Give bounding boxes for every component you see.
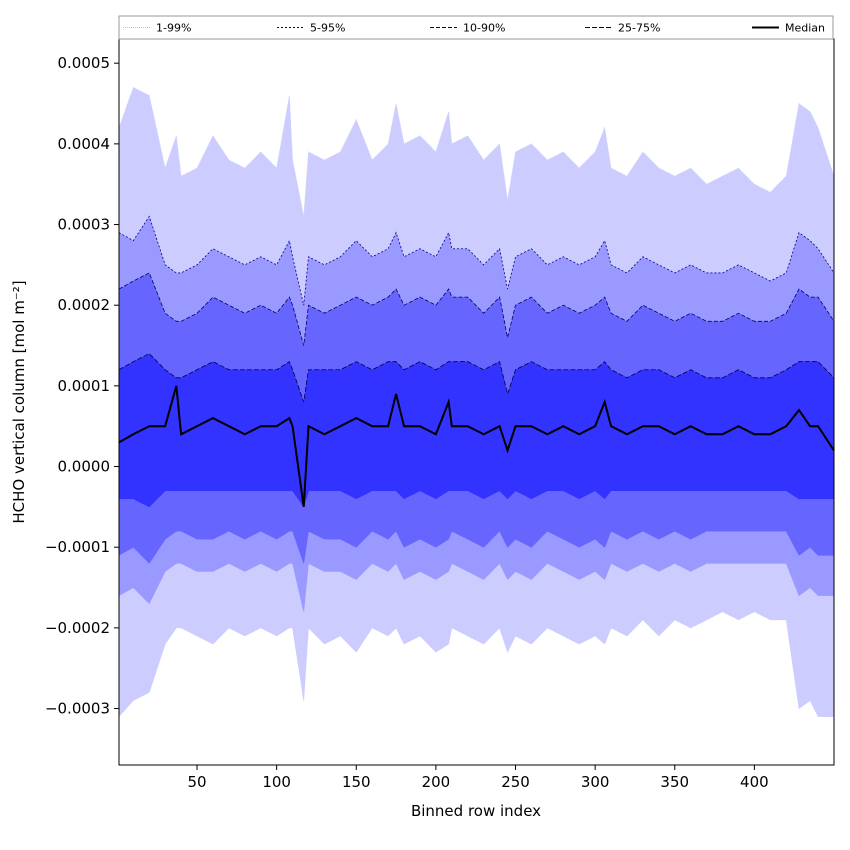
band-upper-line-10-90pct bbox=[118, 272, 835, 346]
x-tick-label: 100 bbox=[262, 773, 291, 791]
legend-label: 25-75% bbox=[618, 22, 660, 35]
percentile-bands bbox=[118, 86, 835, 717]
band-lower-line-1-99pct bbox=[118, 611, 834, 717]
band-lower-line-10-90pct bbox=[118, 530, 834, 564]
y-tick-label: 0.0003 bbox=[58, 216, 111, 234]
y-axis-label: HCHO vertical column [mol m⁻²] bbox=[10, 280, 28, 523]
y-tick-label: 0.0002 bbox=[58, 296, 111, 314]
y-tick-label: 0.0000 bbox=[58, 458, 111, 476]
legend: 1-99% 5-95% 10-90% 25-75% Median bbox=[118, 15, 834, 40]
y-tick-label: 0.0005 bbox=[58, 54, 111, 72]
x-tick-label: 50 bbox=[187, 773, 206, 791]
x-axis-ticks: 50 100 150 200 250 300 350 400 bbox=[187, 765, 769, 791]
band-upper-line-1-99pct bbox=[118, 86, 835, 217]
legend-label: 5-95% bbox=[310, 22, 345, 35]
band-upper-line-5-95pct bbox=[118, 215, 835, 306]
band-lower-line-5-95pct bbox=[118, 562, 834, 612]
x-tick-label: 350 bbox=[660, 773, 689, 791]
y-tick-label: −0.0002 bbox=[45, 619, 110, 637]
median-line bbox=[118, 385, 835, 508]
y-tick-label: 0.0001 bbox=[58, 377, 111, 395]
x-tick-label: 300 bbox=[581, 773, 610, 791]
legend-label: 10-90% bbox=[463, 22, 505, 35]
legend-label: Median bbox=[785, 22, 825, 35]
median-layer bbox=[118, 385, 835, 508]
y-axis-ticks: −0.0003 −0.0002 −0.0001 0.0000 0.0001 0.0002 0… bbox=[45, 54, 119, 718]
x-tick-label: 200 bbox=[422, 773, 451, 791]
x-tick-label: 250 bbox=[501, 773, 530, 791]
band-upper-line-25-75pct bbox=[118, 353, 835, 403]
band-lower-line-25-75pct bbox=[119, 490, 834, 508]
y-tick-label: 0.0004 bbox=[58, 135, 111, 153]
x-tick-label: 150 bbox=[342, 773, 371, 791]
y-tick-label: −0.0003 bbox=[45, 700, 110, 718]
x-axis-label: Binned row index bbox=[411, 802, 541, 820]
x-tick-label: 400 bbox=[740, 773, 769, 791]
legend-frame bbox=[118, 15, 834, 40]
y-tick-label: −0.0001 bbox=[45, 538, 110, 556]
legend-label: 1-99% bbox=[156, 22, 191, 35]
